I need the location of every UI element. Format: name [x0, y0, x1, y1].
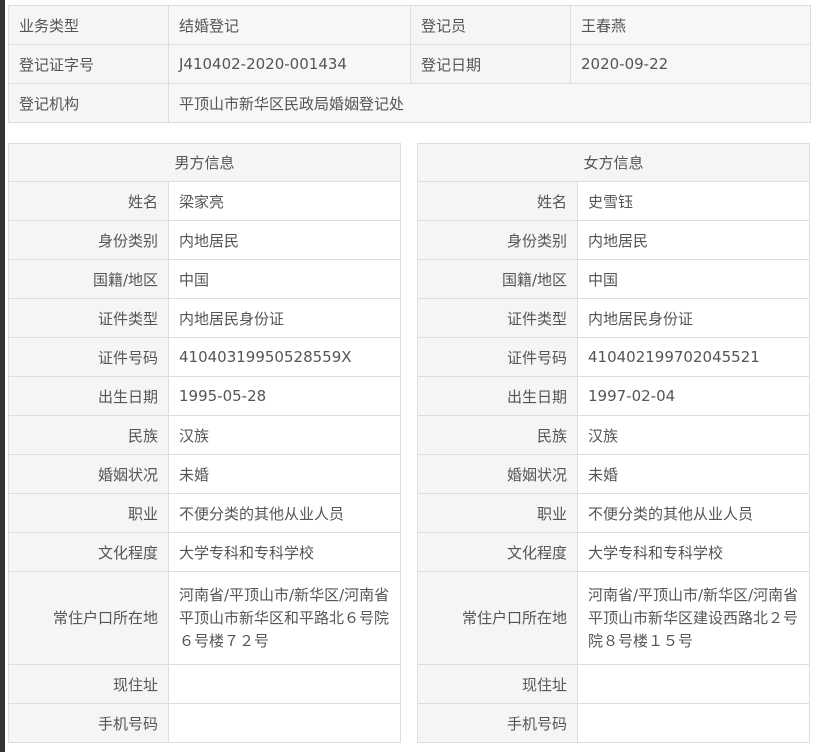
cert-no-label: 登记证字号 [8, 44, 169, 84]
office-value: 平顶山市新华区民政局婚姻登记处 [168, 83, 811, 123]
female-info-table: 女方信息 姓名 史雪钰 身份类别 内地居民 国籍/地区 中国 证件类型 内地居民身份证 证件号码 4… [417, 143, 810, 743]
field-value: 大学专科和专科学校 [577, 532, 810, 572]
table-row: 出生日期 1997-02-04 [417, 376, 810, 416]
table-row: 手机号码 [417, 703, 810, 743]
field-value: 内地居民身份证 [168, 298, 401, 338]
field-value: 内地居民身份证 [577, 298, 810, 338]
male-info-table: 男方信息 姓名 梁家亮 身份类别 内地居民 国籍/地区 中国 证件类型 内地居民身份证 证件号码 4… [8, 143, 401, 743]
field-label: 常住户口所在地 [8, 571, 169, 665]
field-value: 1997-02-04 [577, 376, 810, 416]
table-row: 现住址 [417, 664, 810, 704]
table-row: 证件号码 410402199702045521 [417, 337, 810, 377]
male-info-title: 男方信息 [8, 143, 401, 182]
table-row: 常住户口所在地 河南省/平顶山市/新华区/河南省平顶山市新华区和平路北６号院６号楼… [8, 571, 401, 665]
field-label: 民族 [8, 415, 169, 455]
table-row: 证件号码 41040319950528559X [8, 337, 401, 377]
table-row: 男方信息 [8, 143, 401, 182]
field-label: 职业 [417, 493, 578, 533]
table-row: 常住户口所在地 河南省/平顶山市/新华区/河南省平顶山市新华区建设西路北２号院８号… [417, 571, 810, 665]
table-row: 登记机构 平顶山市新华区民政局婚姻登记处 [8, 83, 811, 123]
field-value: 未婚 [577, 454, 810, 494]
field-value: 史雪钰 [577, 181, 810, 221]
field-value: 大学专科和专科学校 [168, 532, 401, 572]
field-value [577, 664, 810, 704]
field-label: 证件号码 [417, 337, 578, 377]
field-label: 出生日期 [8, 376, 169, 416]
field-label: 婚姻状况 [417, 454, 578, 494]
office-label: 登记机构 [8, 83, 169, 123]
field-value: 内地居民 [577, 220, 810, 260]
table-row: 身份类别 内地居民 [417, 220, 810, 260]
table-row: 手机号码 [8, 703, 401, 743]
table-row: 民族 汉族 [8, 415, 401, 455]
field-value: 汉族 [168, 415, 401, 455]
table-row: 证件类型 内地居民身份证 [417, 298, 810, 338]
table-row: 现住址 [8, 664, 401, 704]
table-row: 民族 汉族 [417, 415, 810, 455]
registrar-value: 王春燕 [570, 5, 811, 45]
reg-date-value: 2020-09-22 [570, 44, 811, 84]
field-label: 文化程度 [417, 532, 578, 572]
field-value: 梁家亮 [168, 181, 401, 221]
reg-date-label: 登记日期 [410, 44, 571, 84]
field-label: 文化程度 [8, 532, 169, 572]
table-row: 国籍/地区 中国 [417, 259, 810, 299]
table-row: 登记证字号 J410402-2020-001434 登记日期 2020-09-2… [8, 44, 811, 84]
table-row: 婚姻状况 未婚 [417, 454, 810, 494]
field-label: 手机号码 [417, 703, 578, 743]
table-row: 文化程度 大学专科和专科学校 [8, 532, 401, 572]
table-row: 身份类别 内地居民 [8, 220, 401, 260]
field-value: 汉族 [577, 415, 810, 455]
field-value [577, 703, 810, 743]
field-label: 现住址 [8, 664, 169, 704]
field-value: 41040319950528559X [168, 337, 401, 377]
table-row: 职业 不便分类的其他从业人员 [417, 493, 810, 533]
field-value: 未婚 [168, 454, 401, 494]
field-value: 1995-05-28 [168, 376, 401, 416]
field-label: 姓名 [417, 181, 578, 221]
field-value: 不便分类的其他从业人员 [577, 493, 810, 533]
table-row: 业务类型 结婚登记 登记员 王春燕 [8, 5, 811, 45]
field-value: 不便分类的其他从业人员 [168, 493, 401, 533]
registrar-label: 登记员 [410, 5, 571, 45]
table-row: 姓名 史雪钰 [417, 181, 810, 221]
business-type-value: 结婚登记 [168, 5, 411, 45]
table-row: 国籍/地区 中国 [8, 259, 401, 299]
table-row: 职业 不便分类的其他从业人员 [8, 493, 401, 533]
table-row: 婚姻状况 未婚 [8, 454, 401, 494]
field-label: 国籍/地区 [8, 259, 169, 299]
field-label: 证件类型 [8, 298, 169, 338]
field-label: 证件号码 [8, 337, 169, 377]
field-value: 河南省/平顶山市/新华区/河南省平顶山市新华区建设西路北２号院８号楼１５号 [577, 571, 810, 665]
table-row: 女方信息 [417, 143, 810, 182]
table-row: 文化程度 大学专科和专科学校 [417, 532, 810, 572]
field-label: 证件类型 [417, 298, 578, 338]
field-value: 中国 [577, 259, 810, 299]
field-value: 河南省/平顶山市/新华区/河南省平顶山市新华区和平路北６号院６号楼７２号 [168, 571, 401, 665]
field-label: 出生日期 [417, 376, 578, 416]
field-label: 现住址 [417, 664, 578, 704]
field-label: 常住户口所在地 [417, 571, 578, 665]
field-label: 手机号码 [8, 703, 169, 743]
table-row: 证件类型 内地居民身份证 [8, 298, 401, 338]
field-value [168, 703, 401, 743]
table-row: 出生日期 1995-05-28 [8, 376, 401, 416]
field-label: 身份类别 [417, 220, 578, 260]
field-label: 民族 [417, 415, 578, 455]
window-edge [0, 0, 5, 752]
field-label: 身份类别 [8, 220, 169, 260]
female-info-title: 女方信息 [417, 143, 810, 182]
table-row: 姓名 梁家亮 [8, 181, 401, 221]
field-value: 410402199702045521 [577, 337, 810, 377]
business-type-label: 业务类型 [8, 5, 169, 45]
field-label: 职业 [8, 493, 169, 533]
registration-summary-table: 业务类型 结婚登记 登记员 王春燕 登记证字号 J410402-2020-001… [8, 5, 811, 123]
field-value: 内地居民 [168, 220, 401, 260]
cert-no-value: J410402-2020-001434 [168, 44, 411, 84]
field-value: 中国 [168, 259, 401, 299]
field-label: 婚姻状况 [8, 454, 169, 494]
field-value [168, 664, 401, 704]
field-label: 国籍/地区 [417, 259, 578, 299]
field-label: 姓名 [8, 181, 169, 221]
